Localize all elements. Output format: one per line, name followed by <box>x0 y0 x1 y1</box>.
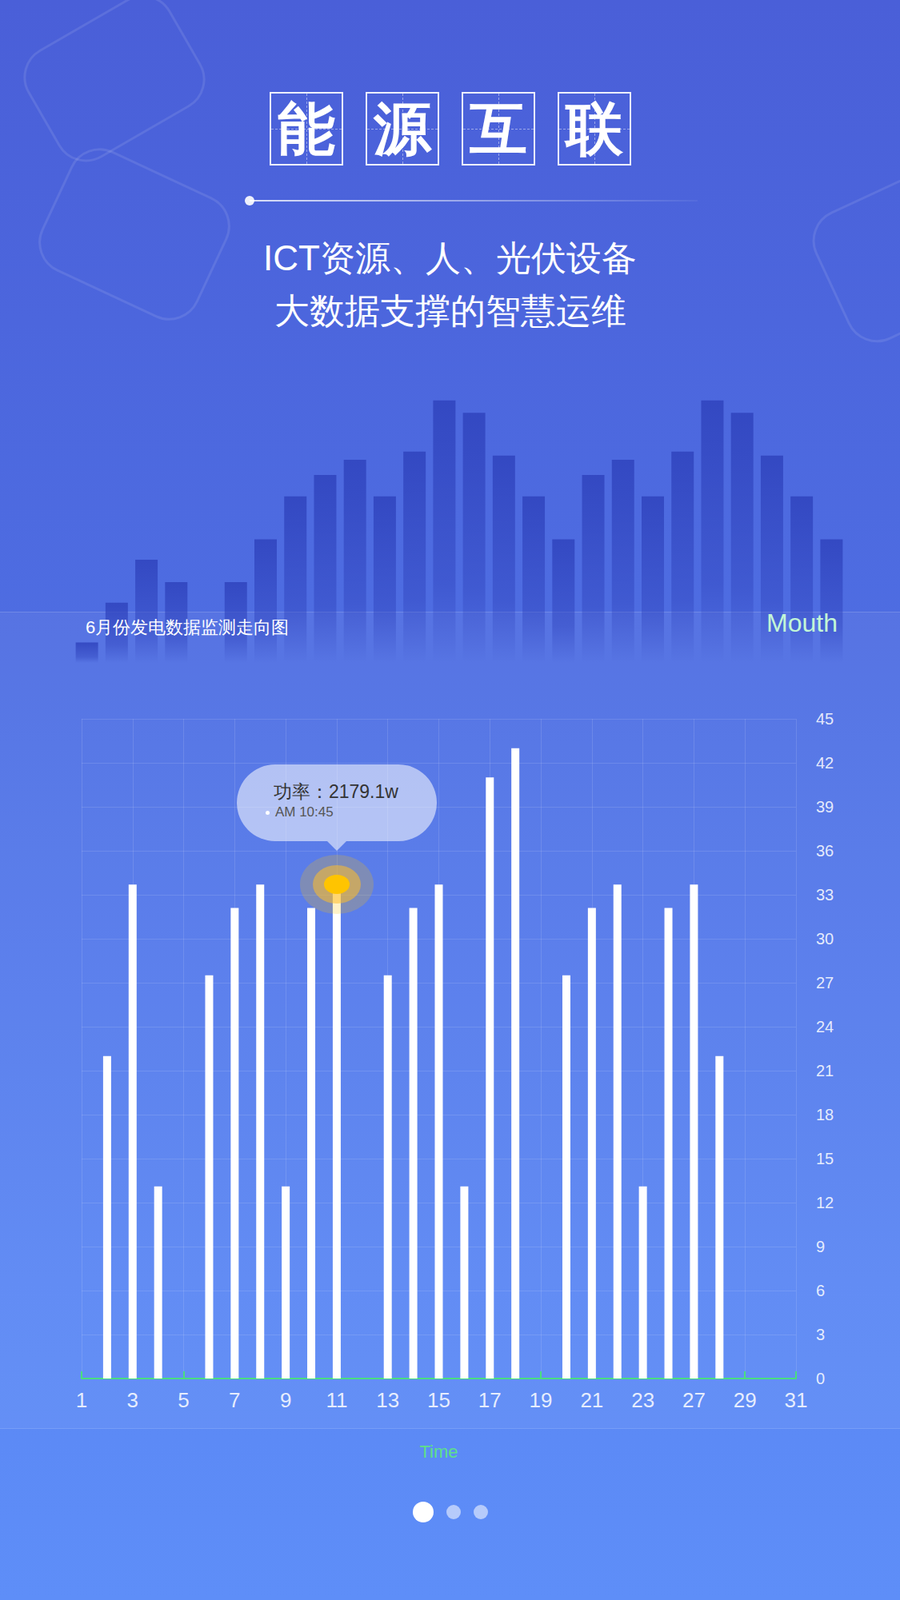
svg-text:30: 30 <box>816 930 834 948</box>
html-text:功率：2179.1w: 功率：2179.1w <box>273 781 399 803</box>
svg-text:18: 18 <box>816 1106 834 1124</box>
html-text:源: 源 <box>373 96 431 161</box>
svg-text:1: 1 <box>76 1388 88 1413</box>
svg-text:24: 24 <box>816 1018 834 1036</box>
svg-text:11: 11 <box>325 1388 348 1413</box>
svg-text:23: 23 <box>631 1388 655 1413</box>
svg-text:15: 15 <box>427 1388 451 1413</box>
html-text:ICT资源、人、光伏设备: ICT资源、人、光伏设备 <box>263 238 637 278</box>
svg-text:33: 33 <box>816 886 834 904</box>
svg-text:6月份发电数据监测走向图: 6月份发电数据监测走向图 <box>85 617 289 638</box>
svg-text:13: 13 <box>376 1388 400 1413</box>
svg-text:15: 15 <box>816 1150 834 1168</box>
html-text:联: 联 <box>565 96 623 161</box>
svg-text:42: 42 <box>816 754 834 772</box>
html-text:AM 10:45: AM 10:45 <box>275 804 334 821</box>
svg-text:21: 21 <box>816 1062 834 1080</box>
svg-text:36: 36 <box>816 842 834 860</box>
html-text:能: 能 <box>277 96 335 161</box>
svg-text:19: 19 <box>529 1388 553 1413</box>
svg-text:9: 9 <box>280 1388 292 1413</box>
svg-text:12: 12 <box>816 1194 834 1212</box>
svg-text:27: 27 <box>682 1388 706 1413</box>
svg-text:29: 29 <box>733 1388 757 1413</box>
svg-text:Mouth: Mouth <box>766 608 838 638</box>
html-text:大数据支撑的智慧运维: 大数据支撑的智慧运维 <box>274 291 626 331</box>
svg-text:31: 31 <box>784 1388 808 1413</box>
svg-text:3: 3 <box>127 1388 139 1413</box>
html-text:互: 互 <box>469 96 527 161</box>
svg-text:3: 3 <box>816 1326 825 1344</box>
svg-text:45: 45 <box>816 710 834 728</box>
svg-text:9: 9 <box>816 1238 825 1256</box>
svg-text:17: 17 <box>478 1388 502 1413</box>
svg-text:0: 0 <box>816 1370 825 1388</box>
svg-text:27: 27 <box>816 974 834 992</box>
svg-text:6: 6 <box>816 1282 825 1300</box>
svg-text:Time: Time <box>419 1442 458 1463</box>
svg-text:39: 39 <box>816 798 834 816</box>
svg-text:5: 5 <box>177 1388 189 1413</box>
svg-text:7: 7 <box>228 1388 240 1413</box>
svg-text:21: 21 <box>580 1388 604 1413</box>
